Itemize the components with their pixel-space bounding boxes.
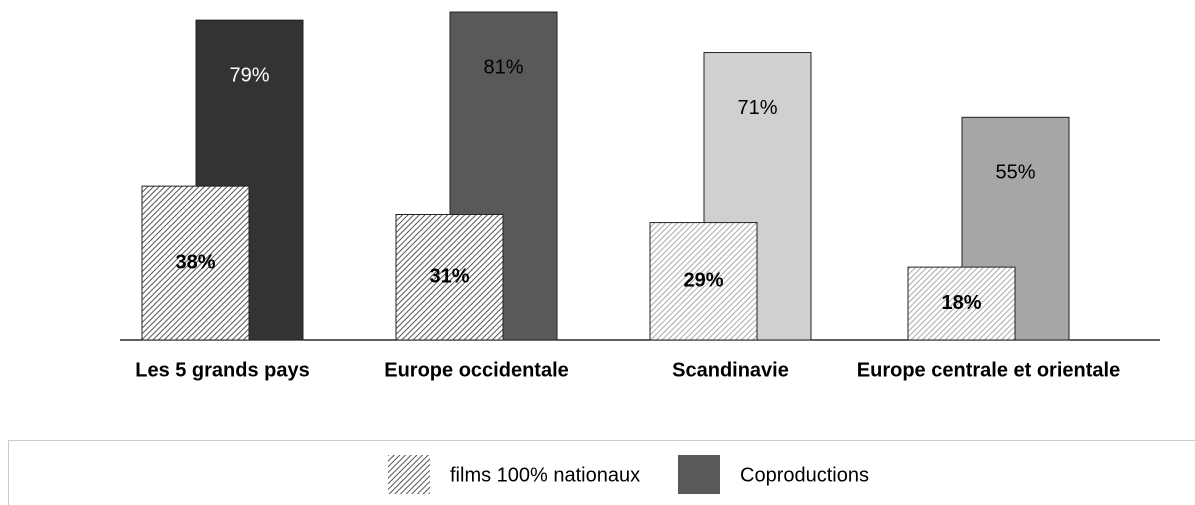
data-label: 79%: [229, 64, 269, 86]
data-label: 55%: [995, 162, 1035, 184]
bar: [141, 185, 250, 341]
x-tick-label: Europe occidentale: [384, 359, 569, 381]
data-label: 29%: [683, 270, 723, 292]
x-tick-label: Scandinavie: [672, 359, 789, 381]
legend-box: [8, 440, 1195, 505]
legend-label: Coproductions: [740, 464, 869, 486]
bar: [395, 213, 504, 341]
legend-swatch: [388, 455, 430, 494]
bar: [649, 222, 758, 341]
bar: [907, 266, 1016, 341]
legend-label: films 100% nationaux: [450, 464, 640, 486]
x-tick-label: Europe centrale et orientale: [857, 359, 1120, 381]
data-label: 38%: [175, 251, 215, 273]
data-label: 71%: [737, 97, 777, 119]
data-label: 31%: [429, 266, 469, 288]
data-label: 81%: [483, 56, 523, 78]
data-label: 18%: [941, 292, 981, 314]
x-tick-label: Les 5 grands pays: [135, 359, 310, 381]
legend-swatch: [678, 455, 720, 494]
